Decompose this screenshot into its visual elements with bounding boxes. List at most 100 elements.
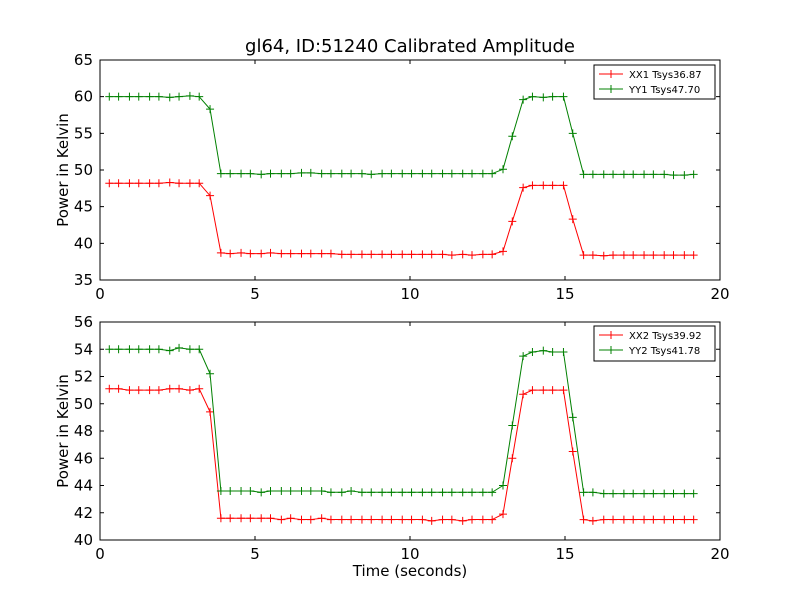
subplot-1: 0 5 10 15 20 35 40 45 50 55 60 65 Power in Kelvin XX1…	[54, 51, 730, 303]
y-tick-label: 44	[74, 477, 93, 495]
legend-label: XX1 Tsys36.87	[629, 70, 702, 81]
data-point	[689, 170, 698, 179]
data-point	[548, 347, 557, 356]
data-point	[195, 179, 204, 188]
data-point	[468, 515, 476, 524]
data-point	[185, 91, 194, 100]
data-point	[660, 515, 669, 524]
data-point	[347, 169, 356, 178]
data-point	[649, 251, 658, 260]
data-point	[609, 489, 618, 498]
data-point	[114, 384, 123, 393]
data-point	[418, 488, 427, 497]
series-1-2	[105, 91, 698, 180]
y-tick-label: 50	[74, 161, 93, 179]
data-point	[347, 486, 356, 495]
data-point	[367, 170, 376, 179]
series-2-2	[105, 343, 698, 498]
data-point	[154, 386, 163, 395]
data-point	[588, 488, 597, 497]
data-point	[357, 169, 366, 178]
data-point	[378, 169, 387, 178]
data-point	[387, 515, 396, 524]
legend-label: YY2 Tsys41.78	[628, 346, 700, 357]
data-point	[206, 407, 215, 416]
data-point	[418, 250, 427, 259]
x-tick-label: 20	[710, 285, 729, 303]
data-point	[468, 251, 476, 260]
series-1-1	[105, 178, 698, 260]
chart-title: gl64, ID:51240 Calibrated Amplitude	[245, 36, 575, 57]
legend-swatch-marker	[607, 85, 615, 93]
data-point	[398, 169, 407, 178]
y-axis-label: Power in Kelvin	[54, 113, 72, 227]
data-point	[438, 169, 447, 178]
data-point	[277, 486, 286, 495]
data-point	[619, 489, 628, 498]
data-point	[508, 454, 517, 463]
data-point	[619, 515, 628, 524]
x-tick-label: 0	[95, 285, 105, 303]
data-point	[599, 251, 608, 260]
data-point	[458, 516, 467, 525]
data-point	[134, 92, 143, 101]
data-point	[125, 345, 134, 354]
data-point	[237, 169, 246, 178]
data-point	[568, 447, 577, 456]
data-point	[458, 488, 467, 497]
data-point	[237, 514, 246, 523]
data-point	[619, 170, 628, 179]
y-axis-label: Power in Kelvin	[54, 374, 72, 488]
data-point	[609, 170, 618, 179]
legend-box	[593, 325, 716, 362]
data-point	[105, 384, 114, 393]
data-point	[427, 488, 436, 497]
data-point	[559, 347, 568, 356]
data-point	[185, 386, 194, 395]
data-point	[468, 488, 476, 497]
data-point	[266, 248, 275, 257]
data-point	[326, 249, 335, 258]
y-tick-label: 65	[74, 51, 93, 69]
data-point	[145, 345, 154, 354]
data-point	[175, 343, 184, 352]
data-point	[175, 384, 184, 393]
data-point	[216, 248, 225, 257]
data-point	[357, 515, 366, 524]
data-point	[105, 345, 114, 354]
data-point	[519, 183, 528, 192]
legend-swatch-marker	[607, 331, 615, 339]
data-point	[317, 486, 326, 495]
data-point	[660, 251, 669, 260]
data-point	[488, 250, 497, 259]
data-point	[337, 488, 346, 497]
data-point	[568, 413, 577, 422]
data-point	[519, 390, 528, 399]
data-point	[499, 510, 507, 519]
data-point	[185, 179, 194, 188]
data-point	[246, 249, 255, 258]
data-point	[154, 92, 163, 101]
data-point	[195, 345, 204, 354]
data-point	[559, 92, 568, 101]
data-point	[378, 250, 387, 259]
x-tick-label: 10	[400, 545, 419, 563]
data-point	[226, 169, 235, 178]
data-point	[226, 486, 235, 495]
data-point	[367, 250, 376, 259]
y-tick-label: 46	[74, 449, 93, 467]
data-point	[438, 250, 447, 259]
data-point	[398, 488, 407, 497]
data-point	[206, 105, 215, 114]
data-point	[266, 169, 275, 178]
y-tick-label: 35	[74, 271, 93, 289]
y-tick-label: 45	[74, 198, 93, 216]
data-point	[306, 249, 315, 258]
data-point	[599, 170, 608, 179]
data-point	[237, 248, 246, 257]
data-point	[175, 179, 184, 188]
data-point	[660, 489, 669, 498]
data-point	[418, 515, 427, 524]
data-point	[499, 247, 507, 256]
data-point	[478, 169, 487, 178]
